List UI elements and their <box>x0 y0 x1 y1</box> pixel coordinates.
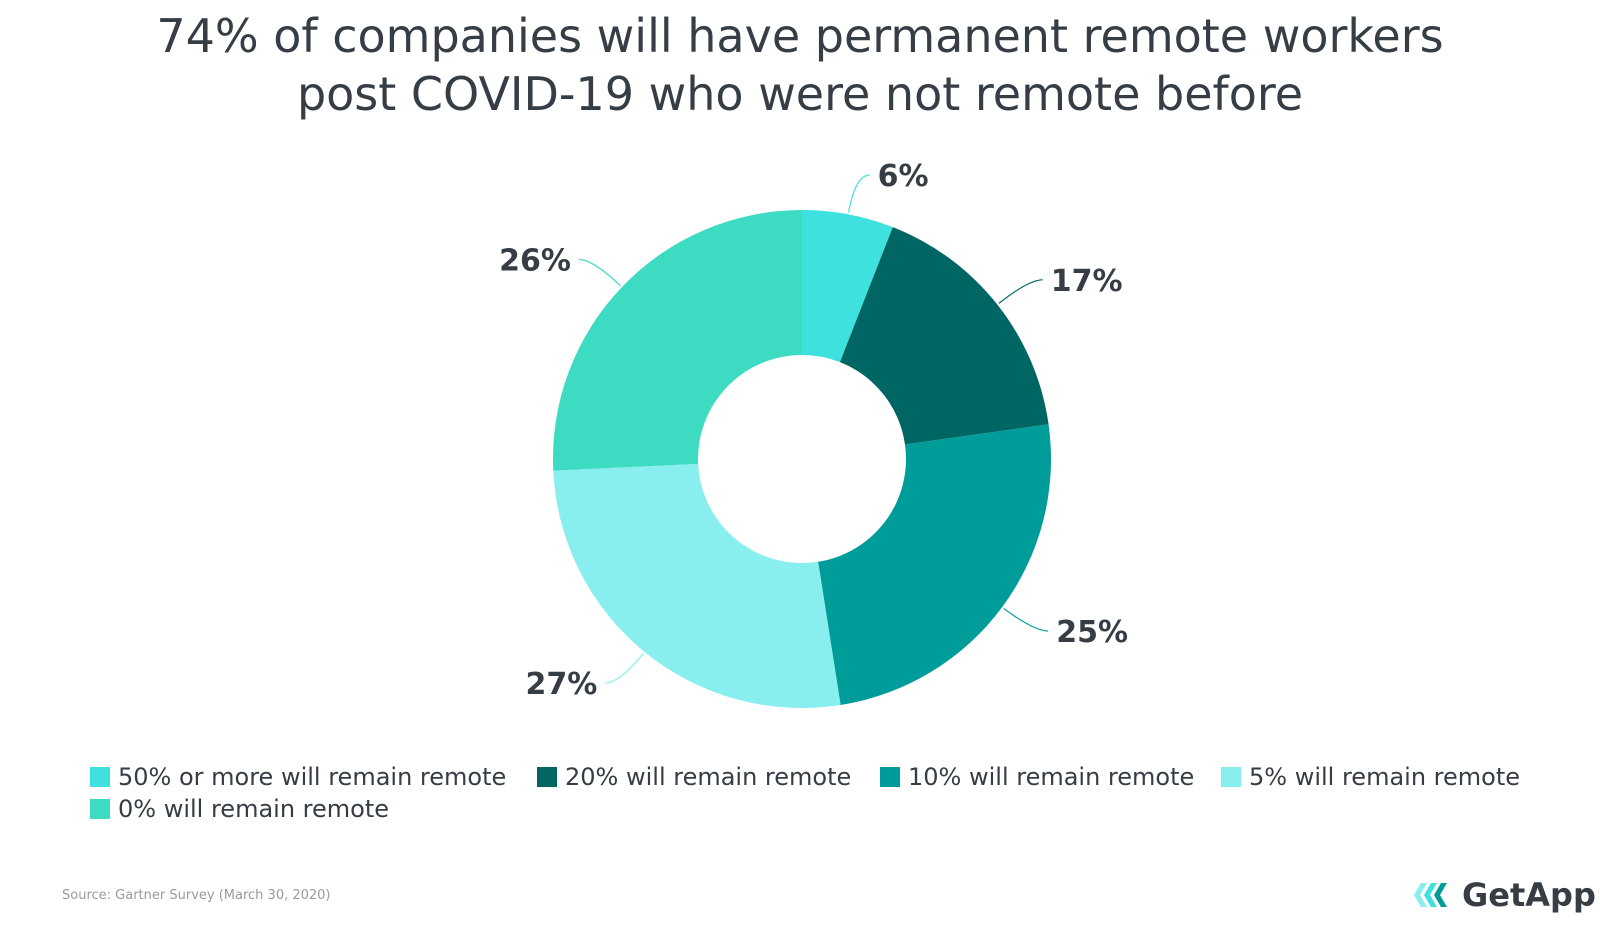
legend-swatch <box>537 767 557 787</box>
legend-item: 50% or more will remain remote <box>90 763 506 791</box>
data-label: 26% <box>499 243 571 278</box>
legend-swatch <box>90 767 110 787</box>
data-label: 17% <box>1051 264 1123 299</box>
legend-swatch <box>880 767 900 787</box>
chevrons-logo-icon <box>1414 883 1447 907</box>
legend-swatch <box>90 799 110 819</box>
donut-slice <box>553 210 802 471</box>
source-note: Source: Gartner Survey (March 30, 2020) <box>62 888 331 903</box>
donut-slice <box>818 424 1051 705</box>
legend-label: 20% will remain remote <box>565 763 852 791</box>
legend-label: 10% will remain remote <box>908 763 1195 791</box>
data-label: 25% <box>1056 615 1128 650</box>
data-label: 6% <box>878 159 929 194</box>
donut-slice <box>553 463 841 708</box>
data-label: 27% <box>526 667 598 702</box>
legend-item: 5% will remain remote <box>1221 763 1520 791</box>
getapp-logo: GetApp <box>1414 876 1596 914</box>
leader-line <box>847 174 870 213</box>
leader-line <box>1003 607 1049 632</box>
legend-item: 0% will remain remote <box>90 795 389 823</box>
leader-line <box>998 279 1043 304</box>
legend-label: 50% or more will remain remote <box>118 763 507 791</box>
leader-line <box>605 653 644 684</box>
donut-slice <box>802 210 893 363</box>
logo-text: GetApp <box>1462 876 1596 914</box>
legend-item: 10% will remain remote <box>880 763 1194 791</box>
chart-title-line-1: 74% of companies will have permanent rem… <box>156 9 1444 63</box>
legend-label: 0% will remain remote <box>118 795 390 823</box>
legend-label: 5% will remain remote <box>1249 763 1521 791</box>
leader-line <box>578 258 621 287</box>
donut-slice <box>839 227 1049 445</box>
chart-title-line-2: post COVID-19 who were not remote before <box>296 67 1304 121</box>
legend-item: 20% will remain remote <box>537 763 851 791</box>
legend-swatch <box>1221 767 1241 787</box>
